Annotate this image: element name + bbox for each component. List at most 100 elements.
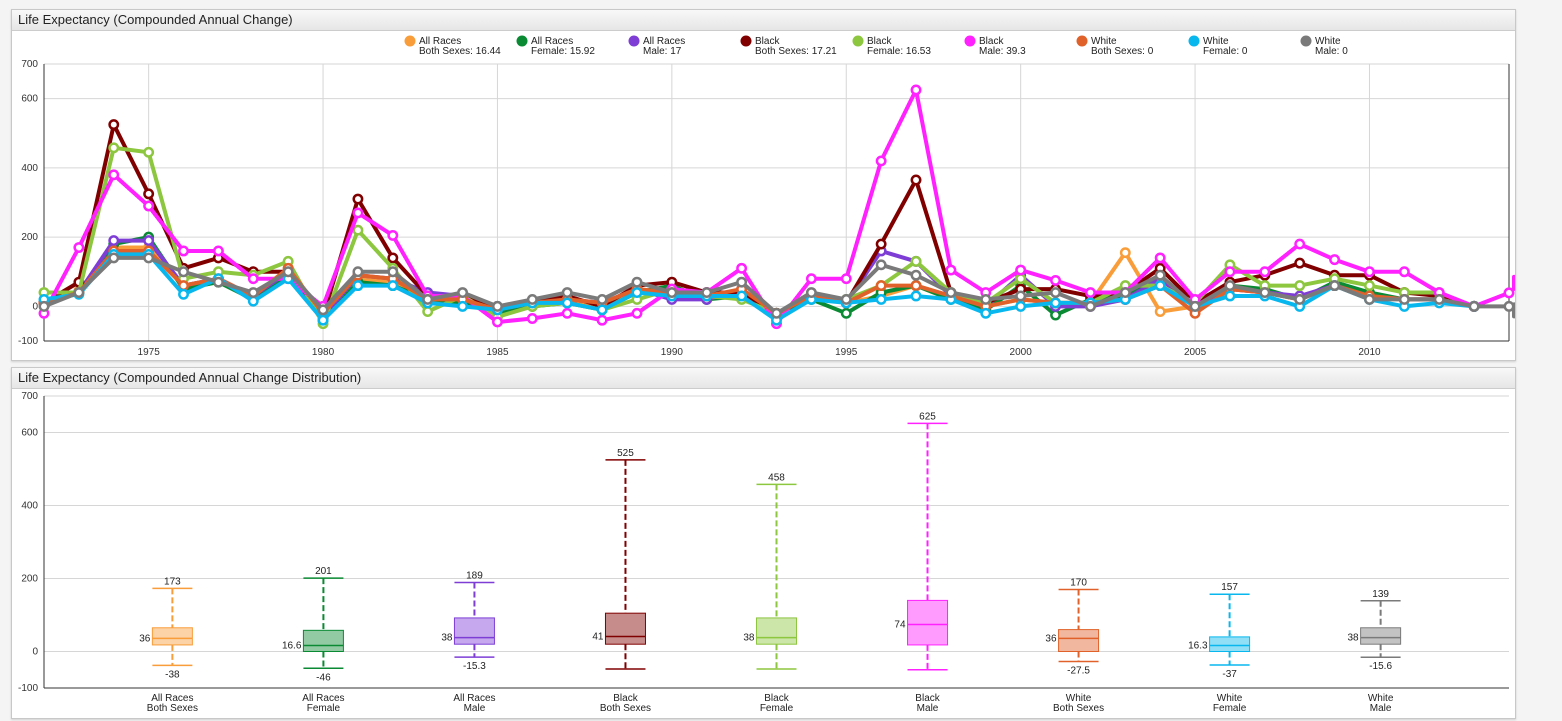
data-point: [1119, 287, 1131, 298]
data-point: [317, 314, 329, 326]
y-tick-label: 400: [21, 501, 38, 512]
data-point: [1364, 294, 1375, 305]
data-point: [875, 155, 887, 167]
x-tick-label: 1985: [486, 347, 509, 358]
data-point: [875, 259, 887, 271]
data-point: [1084, 300, 1096, 312]
data-point: [596, 304, 608, 316]
data-point: [910, 255, 922, 267]
data-point: [771, 307, 782, 319]
data-point: [387, 280, 399, 292]
data-point: [910, 84, 922, 96]
data-point: [178, 288, 189, 300]
category-label-line1: All Races: [151, 693, 193, 704]
box-iqr: [453, 617, 495, 645]
data-point: [980, 307, 992, 319]
data-point: [736, 290, 748, 302]
legend-label-line1: Black: [867, 36, 892, 47]
x-tick-label: 2000: [1010, 347, 1033, 358]
data-point: [805, 287, 817, 298]
data-point: [73, 242, 85, 253]
data-point: [1329, 254, 1341, 266]
data-point: [317, 304, 329, 316]
data-point: [143, 235, 155, 247]
data-point: [1154, 269, 1166, 281]
data-point: [1154, 306, 1166, 318]
box-plot: 189 -15.3 38: [441, 571, 495, 672]
data-point: [457, 300, 469, 312]
x-tick-label: 1975: [138, 347, 161, 358]
data-point: [247, 273, 259, 285]
y-tick-label: 600: [21, 94, 38, 105]
y-tick-label: 0: [32, 301, 38, 312]
x-tick-label: 1980: [312, 347, 335, 358]
data-point: [1398, 266, 1410, 278]
data-point: [596, 294, 608, 305]
line-chart-title: Life Expectancy (Compounded Annual Chang…: [12, 10, 1515, 31]
data-point: [1154, 280, 1166, 292]
category-label-line1: White: [1066, 693, 1092, 704]
data-point: [596, 314, 608, 326]
data-point: [1224, 280, 1236, 292]
data-point: [840, 273, 852, 285]
max-label: 139: [1372, 589, 1389, 600]
end-value-badge: [1512, 274, 1515, 291]
data-point: [422, 306, 434, 318]
data-point: [1224, 290, 1236, 302]
data-point: [1050, 309, 1061, 321]
median-label: 41: [592, 632, 604, 643]
legend-swatch: [1188, 35, 1200, 47]
data-point: [1503, 300, 1515, 312]
data-point: [143, 146, 155, 158]
median-label: 38: [1347, 633, 1359, 644]
legend-swatch: [404, 35, 416, 47]
data-point: [910, 280, 922, 292]
data-point: [108, 119, 120, 131]
data-point: [1050, 287, 1061, 298]
data-point: [143, 252, 155, 264]
data-point: [422, 294, 434, 305]
legend-label-line2: Both Sexes: 16.44: [419, 46, 501, 57]
legend-label-line2: Female: 15.92: [531, 46, 595, 57]
end-value-badge: [1512, 302, 1515, 319]
data-point: [1398, 294, 1410, 305]
min-label: -37: [1222, 669, 1237, 680]
legend-swatch: [628, 35, 640, 47]
line-chart[interactable]: -100 0 200 400 600 700 1975 1980 1985 1990 1995 200…: [12, 31, 1515, 360]
box-chart-title: Life Expectancy (Compounded Annual Chang…: [12, 368, 1515, 389]
data-point: [387, 266, 399, 278]
category-label-line1: All Races: [302, 693, 344, 704]
data-point: [1259, 266, 1271, 278]
data-point: [352, 224, 364, 236]
data-point: [875, 238, 887, 250]
box-chart-panel: Life Expectancy (Compounded Annual Chang…: [11, 367, 1516, 719]
category-label-line2: Male: [1370, 703, 1392, 714]
data-point: [1364, 280, 1375, 292]
data-point: [1294, 294, 1306, 305]
data-point: [143, 188, 155, 200]
legend-swatch: [964, 35, 976, 47]
y-tick-label: 400: [21, 163, 38, 174]
data-point: [212, 276, 224, 288]
data-point: [457, 287, 469, 298]
max-label: 525: [617, 448, 634, 459]
median-label: 16.6: [282, 640, 302, 651]
series-path: [43, 252, 1475, 323]
data-point: [1050, 274, 1061, 286]
max-label: 458: [768, 472, 785, 483]
median-label: 36: [1045, 633, 1057, 644]
min-label: -46: [316, 672, 331, 683]
data-point: [561, 297, 573, 309]
legend-swatch: [740, 35, 752, 47]
data-point: [526, 313, 538, 324]
box-plot: 173 -38 36: [139, 576, 193, 680]
box-iqr: [302, 629, 344, 653]
legend-label-line2: Male: 17: [643, 46, 682, 57]
data-point: [352, 207, 364, 219]
legend-label-line2: Female: 16.53: [867, 46, 931, 57]
data-point: [631, 287, 643, 298]
